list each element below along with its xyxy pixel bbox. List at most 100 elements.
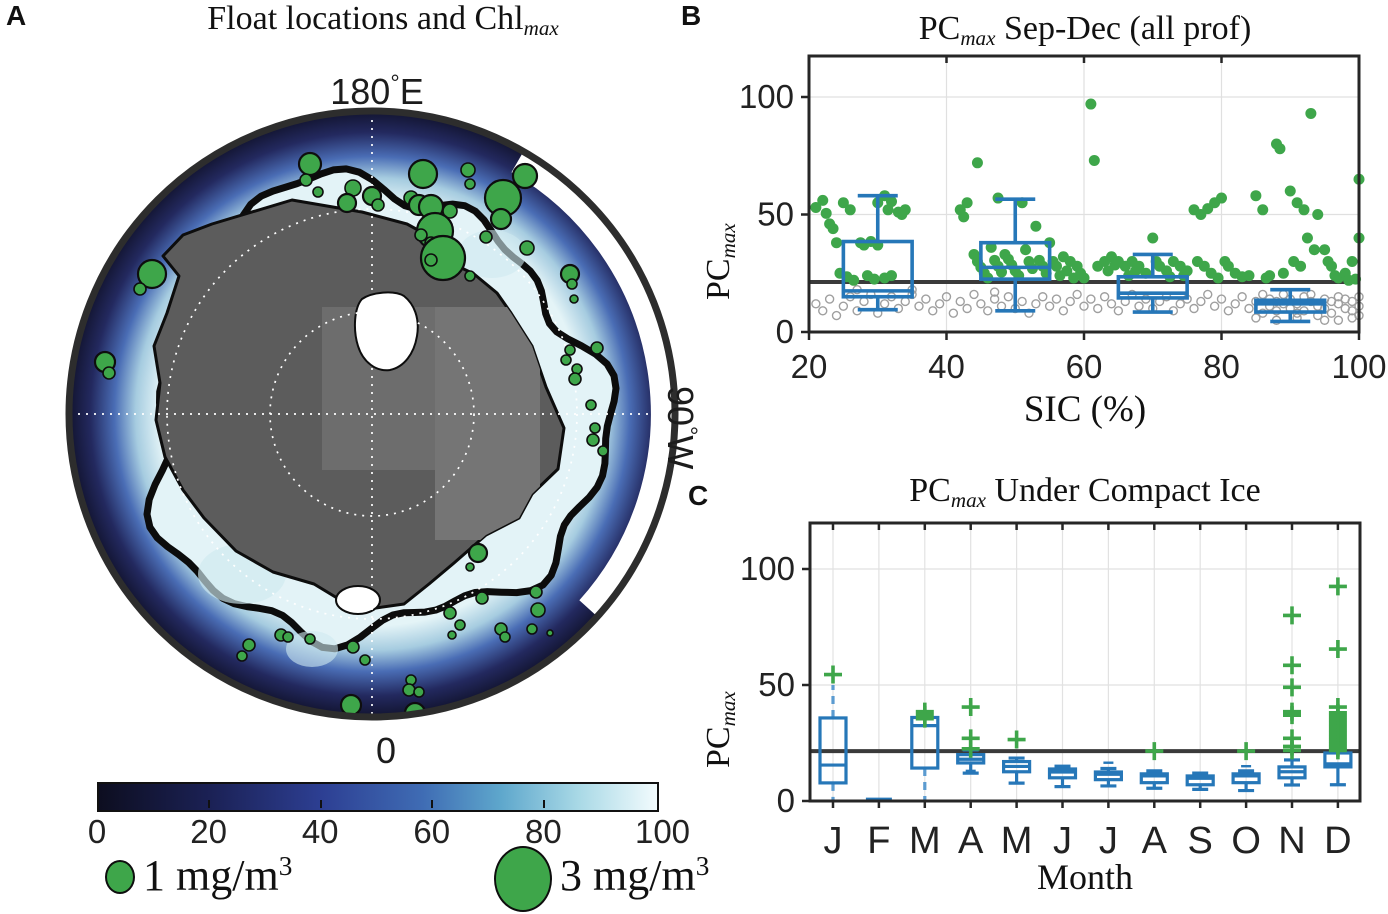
green-bloom-point bbox=[899, 204, 911, 216]
gray-profile-point bbox=[989, 287, 1000, 297]
float-marker bbox=[597, 445, 609, 457]
float-marker bbox=[465, 562, 475, 572]
panel-b-title-suffix: Sep-Dec (all prof) bbox=[995, 10, 1252, 47]
float-marker bbox=[585, 399, 597, 411]
box bbox=[841, 239, 914, 299]
gray-profile-point bbox=[969, 289, 979, 300]
panel-c-title-sub: max bbox=[950, 487, 986, 512]
map-label-180e-num: 180 bbox=[330, 70, 391, 112]
panel-b-title: PCmax Sep-Dec (all prof) bbox=[735, 10, 1388, 51]
month-label: J bbox=[1099, 820, 1118, 862]
box bbox=[1185, 774, 1215, 787]
green-bloom-point bbox=[1133, 260, 1145, 272]
outlier-plus bbox=[1328, 640, 1347, 659]
month-label: A bbox=[1142, 820, 1168, 862]
antarctic-map bbox=[65, 107, 679, 721]
legend-label-3mg: 3 mg/m3 bbox=[560, 850, 709, 901]
gray-profile-point bbox=[1065, 296, 1075, 307]
outlier-plus bbox=[1328, 741, 1347, 760]
panel-b-label: B bbox=[681, 0, 702, 31]
float-marker bbox=[102, 366, 116, 380]
float-marker bbox=[371, 198, 385, 212]
float-marker bbox=[443, 606, 457, 620]
green-bloom-point bbox=[1198, 260, 1210, 272]
green-bloom-point bbox=[1257, 204, 1269, 216]
gray-profile-point bbox=[1216, 294, 1227, 304]
panel-c-title-text: PC bbox=[909, 472, 951, 509]
legend-dot-small bbox=[105, 860, 135, 894]
float-marker bbox=[359, 654, 371, 666]
box bbox=[1139, 772, 1169, 785]
x-tick-label: 20 bbox=[791, 348, 828, 385]
gray-profile-point bbox=[1347, 306, 1357, 316]
green-bloom-point bbox=[1298, 204, 1310, 216]
chl-colorbar bbox=[97, 782, 659, 812]
green-bloom-point bbox=[1147, 232, 1159, 244]
float-marker bbox=[586, 433, 600, 447]
gray-profile-point bbox=[1333, 299, 1344, 309]
month-label: J bbox=[1053, 820, 1072, 862]
float-marker bbox=[297, 151, 323, 177]
gray-profile-point bbox=[1072, 289, 1082, 300]
gray-profile-point bbox=[955, 296, 965, 307]
green-bloom-point bbox=[1078, 272, 1090, 284]
box bbox=[818, 716, 848, 785]
float-marker bbox=[236, 650, 248, 662]
float-marker bbox=[564, 344, 576, 356]
colorbar-tick-label: 80 bbox=[525, 813, 562, 850]
green-bloom-point bbox=[1312, 209, 1324, 220]
gray-profile-point bbox=[1099, 292, 1110, 302]
float-marker bbox=[566, 278, 578, 290]
float-marker bbox=[442, 203, 458, 219]
gray-profile-point bbox=[824, 294, 835, 304]
green-bloom-point bbox=[1181, 265, 1193, 277]
gray-profile-point bbox=[1058, 306, 1069, 316]
gray-profile-point bbox=[1093, 303, 1103, 314]
gray-profile-point bbox=[1051, 294, 1062, 304]
colorbar-tick-label: 100 bbox=[634, 813, 691, 850]
outlier-plus bbox=[1283, 741, 1301, 760]
gray-profile-point bbox=[1306, 289, 1316, 300]
colorbar-tick-label: 40 bbox=[301, 813, 339, 850]
float-marker bbox=[460, 162, 476, 178]
green-bloom-point bbox=[837, 197, 849, 209]
outlier-plus bbox=[1283, 606, 1301, 625]
panel-a-label: A bbox=[6, 0, 27, 31]
gray-profile-point bbox=[879, 299, 890, 309]
green-bloom-point bbox=[1295, 260, 1307, 272]
gray-profile-point bbox=[1347, 296, 1357, 307]
y-tick-label: 0 bbox=[776, 313, 794, 350]
green-bloom-point bbox=[958, 211, 970, 223]
colorbar-tick bbox=[320, 800, 322, 808]
green-bloom-point bbox=[820, 207, 832, 219]
outlier-plus bbox=[1237, 742, 1256, 761]
gray-profile-point bbox=[983, 306, 993, 316]
green-bloom-point bbox=[810, 201, 822, 213]
green-bloom-point bbox=[1212, 272, 1224, 284]
gray-profile-point bbox=[1038, 292, 1048, 302]
colorbar-tick-labels: 0 20 40 60 80 100 bbox=[77, 813, 691, 851]
green-bloom-point bbox=[961, 197, 973, 209]
float-marker bbox=[312, 186, 324, 198]
month-label: S bbox=[1188, 820, 1213, 862]
x-tick-label: 60 bbox=[1066, 348, 1103, 385]
legend-label-3mg-sup: 3 bbox=[695, 851, 710, 881]
panel-c-title-suffix: Under Compact Ice bbox=[985, 472, 1261, 509]
map-frame-circle bbox=[65, 107, 679, 721]
float-marker bbox=[475, 591, 489, 605]
gray-profile-point bbox=[811, 299, 821, 309]
float-marker bbox=[526, 623, 538, 635]
gray-profile-point bbox=[921, 294, 931, 304]
colorbar-tick-label: 60 bbox=[413, 813, 451, 850]
month-label: D bbox=[1324, 820, 1351, 862]
green-bloom-point bbox=[1274, 143, 1286, 155]
gray-profile-point bbox=[1134, 301, 1144, 311]
gray-profile-point bbox=[914, 301, 924, 311]
month-label: A bbox=[958, 820, 984, 862]
green-bloom-point bbox=[868, 273, 880, 285]
float-markers bbox=[93, 151, 609, 717]
gray-profile-point bbox=[831, 310, 842, 321]
month-label: M bbox=[1001, 820, 1033, 862]
panel-a-title-sub: max bbox=[523, 15, 559, 40]
